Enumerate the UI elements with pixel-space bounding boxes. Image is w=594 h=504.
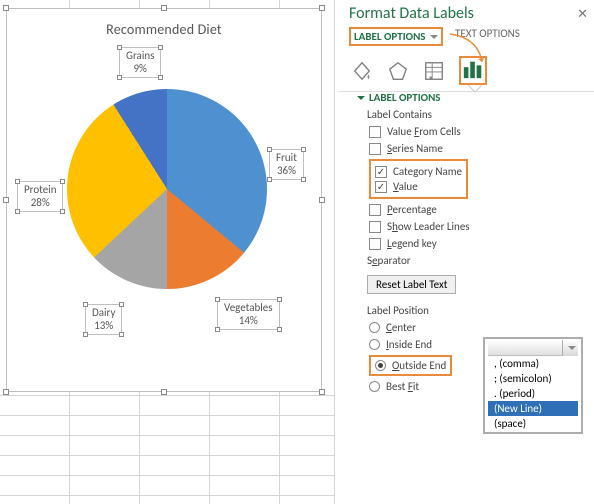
- opt-value[interactable]: ✓Value: [375, 180, 462, 193]
- data-label-protein[interactable]: Protein28%: [17, 181, 63, 212]
- opt-legend-key[interactable]: Legend key: [369, 237, 588, 250]
- tab-label-options-highlight: LABEL OPTIONS: [349, 27, 443, 46]
- opt-category-name[interactable]: ✓Category Name: [375, 165, 462, 178]
- category-icons: [351, 56, 588, 85]
- label-contains-options: Value From Cells Series Name ✓Category N…: [369, 125, 588, 250]
- fill-icon[interactable]: [351, 60, 373, 82]
- spreadsheet-area: Recommended Diet Grains9% Fruit36% Veget…: [0, 0, 335, 504]
- chart-frame[interactable]: Recommended Diet Grains9% Fruit36% Veget…: [6, 8, 322, 392]
- pie-chart[interactable]: [67, 89, 267, 289]
- opt-series-name[interactable]: Series Name: [369, 142, 588, 155]
- tab-text-options[interactable]: TEXT OPTIONS: [455, 27, 520, 46]
- separator-dropdown-list: , (comma) ; (semicolon) . (period) (New …: [488, 356, 578, 431]
- sep-newline[interactable]: (New Line): [488, 401, 578, 416]
- separator-dropdown[interactable]: , (comma) ; (semicolon) . (period) (New …: [483, 337, 583, 434]
- label-position-header: Label Position: [367, 304, 588, 317]
- chart-options-icon[interactable]: [462, 58, 484, 80]
- opt-value-from-cells[interactable]: Value From Cells: [369, 125, 588, 138]
- effects-icon[interactable]: [387, 60, 409, 82]
- data-label-dairy[interactable]: Dairy13%: [85, 304, 122, 335]
- sep-comma[interactable]: , (comma): [488, 356, 578, 371]
- reset-label-text-button[interactable]: Reset Label Text: [367, 275, 456, 294]
- separator-label: Separator: [367, 254, 411, 267]
- chart-title[interactable]: Recommended Diet: [7, 21, 321, 38]
- data-label-fruit[interactable]: Fruit36%: [269, 149, 304, 180]
- size-icon[interactable]: [423, 60, 445, 82]
- pos-center[interactable]: Center: [369, 321, 588, 334]
- separator-dropdown-button[interactable]: [488, 340, 578, 356]
- sep-period[interactable]: . (period): [488, 386, 578, 401]
- tab-label-options[interactable]: LABEL OPTIONS: [354, 30, 438, 43]
- label-contains-header: Label Contains: [367, 108, 588, 121]
- data-label-vegetables[interactable]: Vegetables14%: [217, 299, 280, 330]
- opt-percentage[interactable]: Percentage: [369, 203, 588, 216]
- pos-outside-end[interactable]: Outside End: [375, 359, 446, 372]
- close-icon[interactable]: ✕: [577, 6, 588, 22]
- pane-title: Format Data Labels: [349, 4, 474, 23]
- pane-title-row: Format Data Labels ✕: [349, 4, 588, 23]
- opt-show-leader-lines[interactable]: Show Leader Lines: [369, 220, 588, 233]
- separator-row: Separator: [367, 254, 588, 267]
- sep-semicolon[interactable]: ; (semicolon): [488, 371, 578, 386]
- sep-space[interactable]: (space): [488, 416, 578, 431]
- data-label-grains[interactable]: Grains9%: [119, 47, 161, 78]
- pane-tabs: LABEL OPTIONS TEXT OPTIONS: [349, 27, 588, 46]
